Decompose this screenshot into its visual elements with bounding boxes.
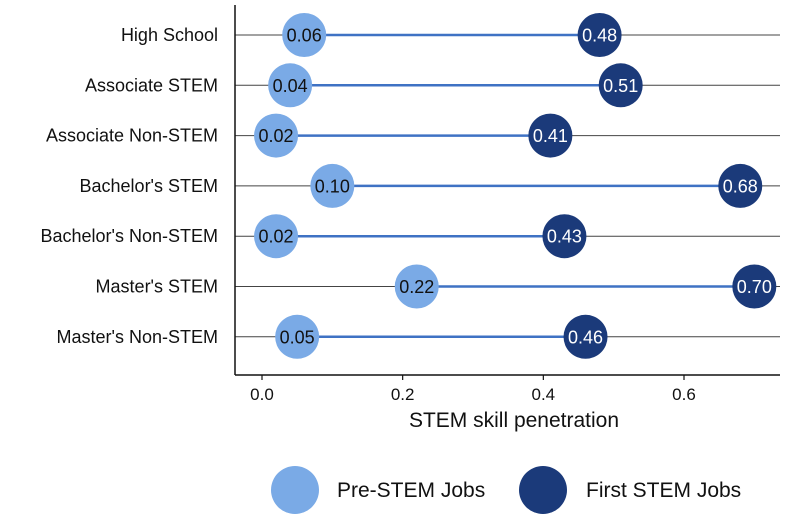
x-tick-label: 0.4 <box>532 385 556 404</box>
pre-stem-point <box>254 113 299 158</box>
category-label: High School <box>121 25 218 45</box>
data-label: 0.48 <box>582 26 617 46</box>
first-stem-point <box>598 63 643 108</box>
data-label: 0.06 <box>287 26 322 46</box>
data-label: 0.43 <box>547 227 582 247</box>
category-label: Bachelor's Non-STEM <box>41 226 219 246</box>
data-label: 0.02 <box>259 126 294 146</box>
first-stem-point <box>563 314 608 359</box>
data-label: 0.22 <box>399 277 434 297</box>
first-stem-point <box>542 214 587 259</box>
category-labels: High School Associate STEM Associate Non-S… <box>41 25 219 347</box>
data-label: 0.05 <box>280 327 315 347</box>
data-label: 0.02 <box>259 227 294 247</box>
connector-lines <box>276 33 755 339</box>
legend-swatch-first-stem <box>519 466 567 514</box>
data-label: 0.68 <box>723 176 758 196</box>
legend-label: Pre-STEM Jobs <box>337 479 485 502</box>
pre-stem-point <box>254 214 299 259</box>
x-tick-label: 0.2 <box>391 385 415 404</box>
data-label: 0.41 <box>533 126 568 146</box>
pre-stem-point <box>275 314 320 359</box>
pre-stem-point <box>394 264 439 309</box>
category-label: Bachelor's STEM <box>80 176 218 196</box>
pre-stem-point <box>310 163 355 208</box>
data-label: 0.70 <box>737 277 772 297</box>
data-label: 0.04 <box>273 76 308 96</box>
category-label: Master's STEM <box>96 277 218 297</box>
category-label: Associate STEM <box>85 75 218 95</box>
pre-stem-point <box>282 13 327 57</box>
data-label: 0.51 <box>603 76 638 96</box>
legend-label: First STEM Jobs <box>586 479 741 502</box>
first-stem-point <box>718 163 763 208</box>
x-axis-title: STEM skill penetration <box>409 409 619 432</box>
x-tick-label: 0.0 <box>250 385 274 404</box>
pre-stem-point <box>268 63 313 108</box>
data-points: 0.06 0.48 0.04 0.51 0.02 0.41 0.10 0.68 0.02 0.43… <box>254 13 777 359</box>
legend-swatch-pre-stem <box>271 466 319 514</box>
category-label: Associate Non-STEM <box>46 126 218 146</box>
category-label: Master's Non-STEM <box>57 327 218 347</box>
x-tick-label: 0.6 <box>672 385 696 404</box>
first-stem-point <box>732 264 777 309</box>
data-label: 0.10 <box>315 176 350 196</box>
data-label: 0.46 <box>568 327 603 347</box>
axes: 0.0 0.2 0.4 0.6 <box>234 5 780 404</box>
first-stem-point <box>577 13 622 57</box>
legend: Pre-STEM Jobs First STEM Jobs <box>271 466 741 514</box>
first-stem-point <box>528 113 573 158</box>
